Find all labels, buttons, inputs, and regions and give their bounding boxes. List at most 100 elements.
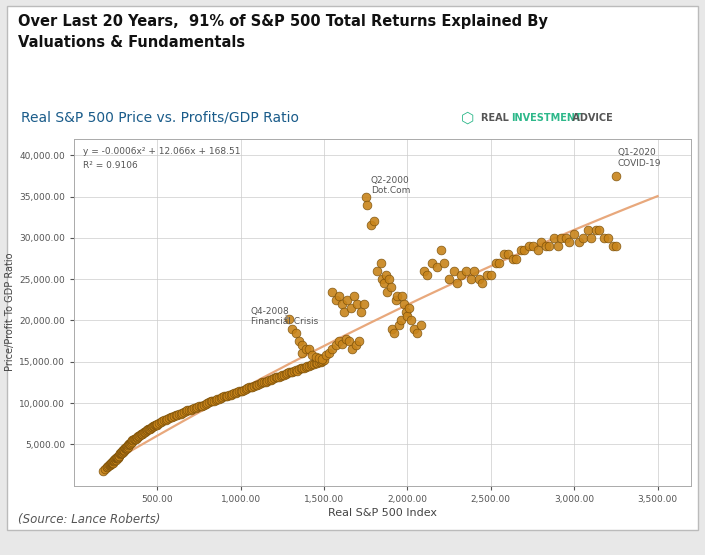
Point — [134, 431, 145, 440]
Point — [109, 455, 121, 463]
Point — [128, 436, 139, 445]
Point — [250, 380, 262, 389]
Point — [298, 363, 309, 372]
Point — [222, 391, 233, 400]
Point — [310, 352, 321, 361]
Point — [403, 304, 415, 312]
Point — [515, 246, 527, 255]
Point — [292, 366, 303, 375]
Point — [280, 370, 291, 379]
Point — [277, 371, 288, 380]
Point — [611, 171, 622, 180]
Point — [302, 361, 313, 370]
Point — [365, 221, 376, 230]
Point — [297, 341, 308, 350]
Point — [197, 401, 208, 410]
Point — [123, 441, 134, 450]
Point — [114, 451, 125, 460]
Point — [390, 295, 401, 304]
Point — [232, 388, 243, 397]
Point — [532, 246, 543, 255]
Point — [106, 459, 117, 468]
Point — [272, 373, 283, 382]
Point — [474, 275, 485, 284]
Point — [380, 271, 391, 280]
Point — [180, 407, 191, 416]
Point — [159, 416, 170, 425]
Point — [136, 429, 147, 438]
Point — [198, 400, 209, 409]
Point — [422, 271, 433, 280]
Point — [552, 241, 563, 250]
Point — [110, 455, 121, 463]
Point — [235, 386, 246, 395]
Text: y = -0.0006x² + 12.066x + 168.51: y = -0.0006x² + 12.066x + 168.51 — [83, 148, 241, 157]
Point — [574, 238, 585, 246]
Point — [151, 420, 162, 429]
Point — [240, 385, 252, 393]
Point — [127, 436, 138, 445]
Point — [200, 400, 211, 408]
Text: INVESTMENT: INVESTMENT — [512, 113, 582, 123]
Point — [214, 395, 225, 403]
Point — [257, 378, 268, 387]
Point — [216, 393, 228, 402]
Point — [577, 234, 588, 243]
Point — [105, 460, 116, 468]
Point — [113, 451, 124, 460]
Point — [126, 437, 137, 446]
Point — [147, 422, 158, 431]
Point — [118, 445, 130, 454]
Point — [408, 324, 419, 333]
Point — [338, 307, 350, 316]
Point — [230, 388, 241, 397]
Point — [353, 337, 364, 346]
Point — [330, 295, 341, 304]
Point — [507, 254, 518, 263]
Point — [435, 246, 446, 255]
Point — [215, 393, 226, 402]
Point — [204, 398, 215, 407]
Point — [118, 446, 130, 455]
Text: Over Last 20 Years,  91% of S&P 500 Total Returns Explained By
Valuations & Fund: Over Last 20 Years, 91% of S&P 500 Total… — [18, 14, 548, 50]
Point — [120, 445, 131, 454]
Point — [305, 361, 317, 370]
Point — [172, 410, 183, 419]
Point — [314, 357, 325, 366]
Point — [563, 238, 575, 246]
Point — [452, 279, 463, 287]
Point — [227, 390, 238, 398]
Point — [307, 360, 318, 369]
Point — [187, 405, 198, 413]
Point — [535, 238, 546, 246]
Point — [297, 363, 308, 372]
Point — [355, 307, 367, 316]
Point — [590, 225, 601, 234]
Text: Q4-2008
Financial Crisis: Q4-2008 Financial Crisis — [251, 306, 318, 326]
Point — [384, 275, 395, 284]
Point — [310, 359, 321, 368]
Point — [118, 446, 129, 455]
Point — [126, 437, 137, 446]
Point — [290, 366, 302, 375]
Point — [319, 356, 330, 365]
Point — [493, 258, 505, 267]
Point — [147, 422, 159, 431]
Point — [465, 275, 477, 284]
Point — [237, 386, 248, 395]
Point — [397, 291, 408, 300]
Point — [568, 229, 580, 238]
Point — [439, 258, 450, 267]
Point — [167, 412, 178, 421]
Point — [312, 358, 323, 367]
Point — [419, 266, 430, 275]
Point — [128, 435, 140, 444]
Point — [105, 460, 116, 468]
Point — [130, 435, 141, 444]
Point — [362, 200, 373, 209]
Point — [358, 300, 369, 309]
Point — [259, 378, 270, 387]
Text: ⬡: ⬡ — [461, 110, 479, 125]
X-axis label: Real S&P 500 Index: Real S&P 500 Index — [328, 508, 437, 518]
Point — [285, 368, 296, 377]
